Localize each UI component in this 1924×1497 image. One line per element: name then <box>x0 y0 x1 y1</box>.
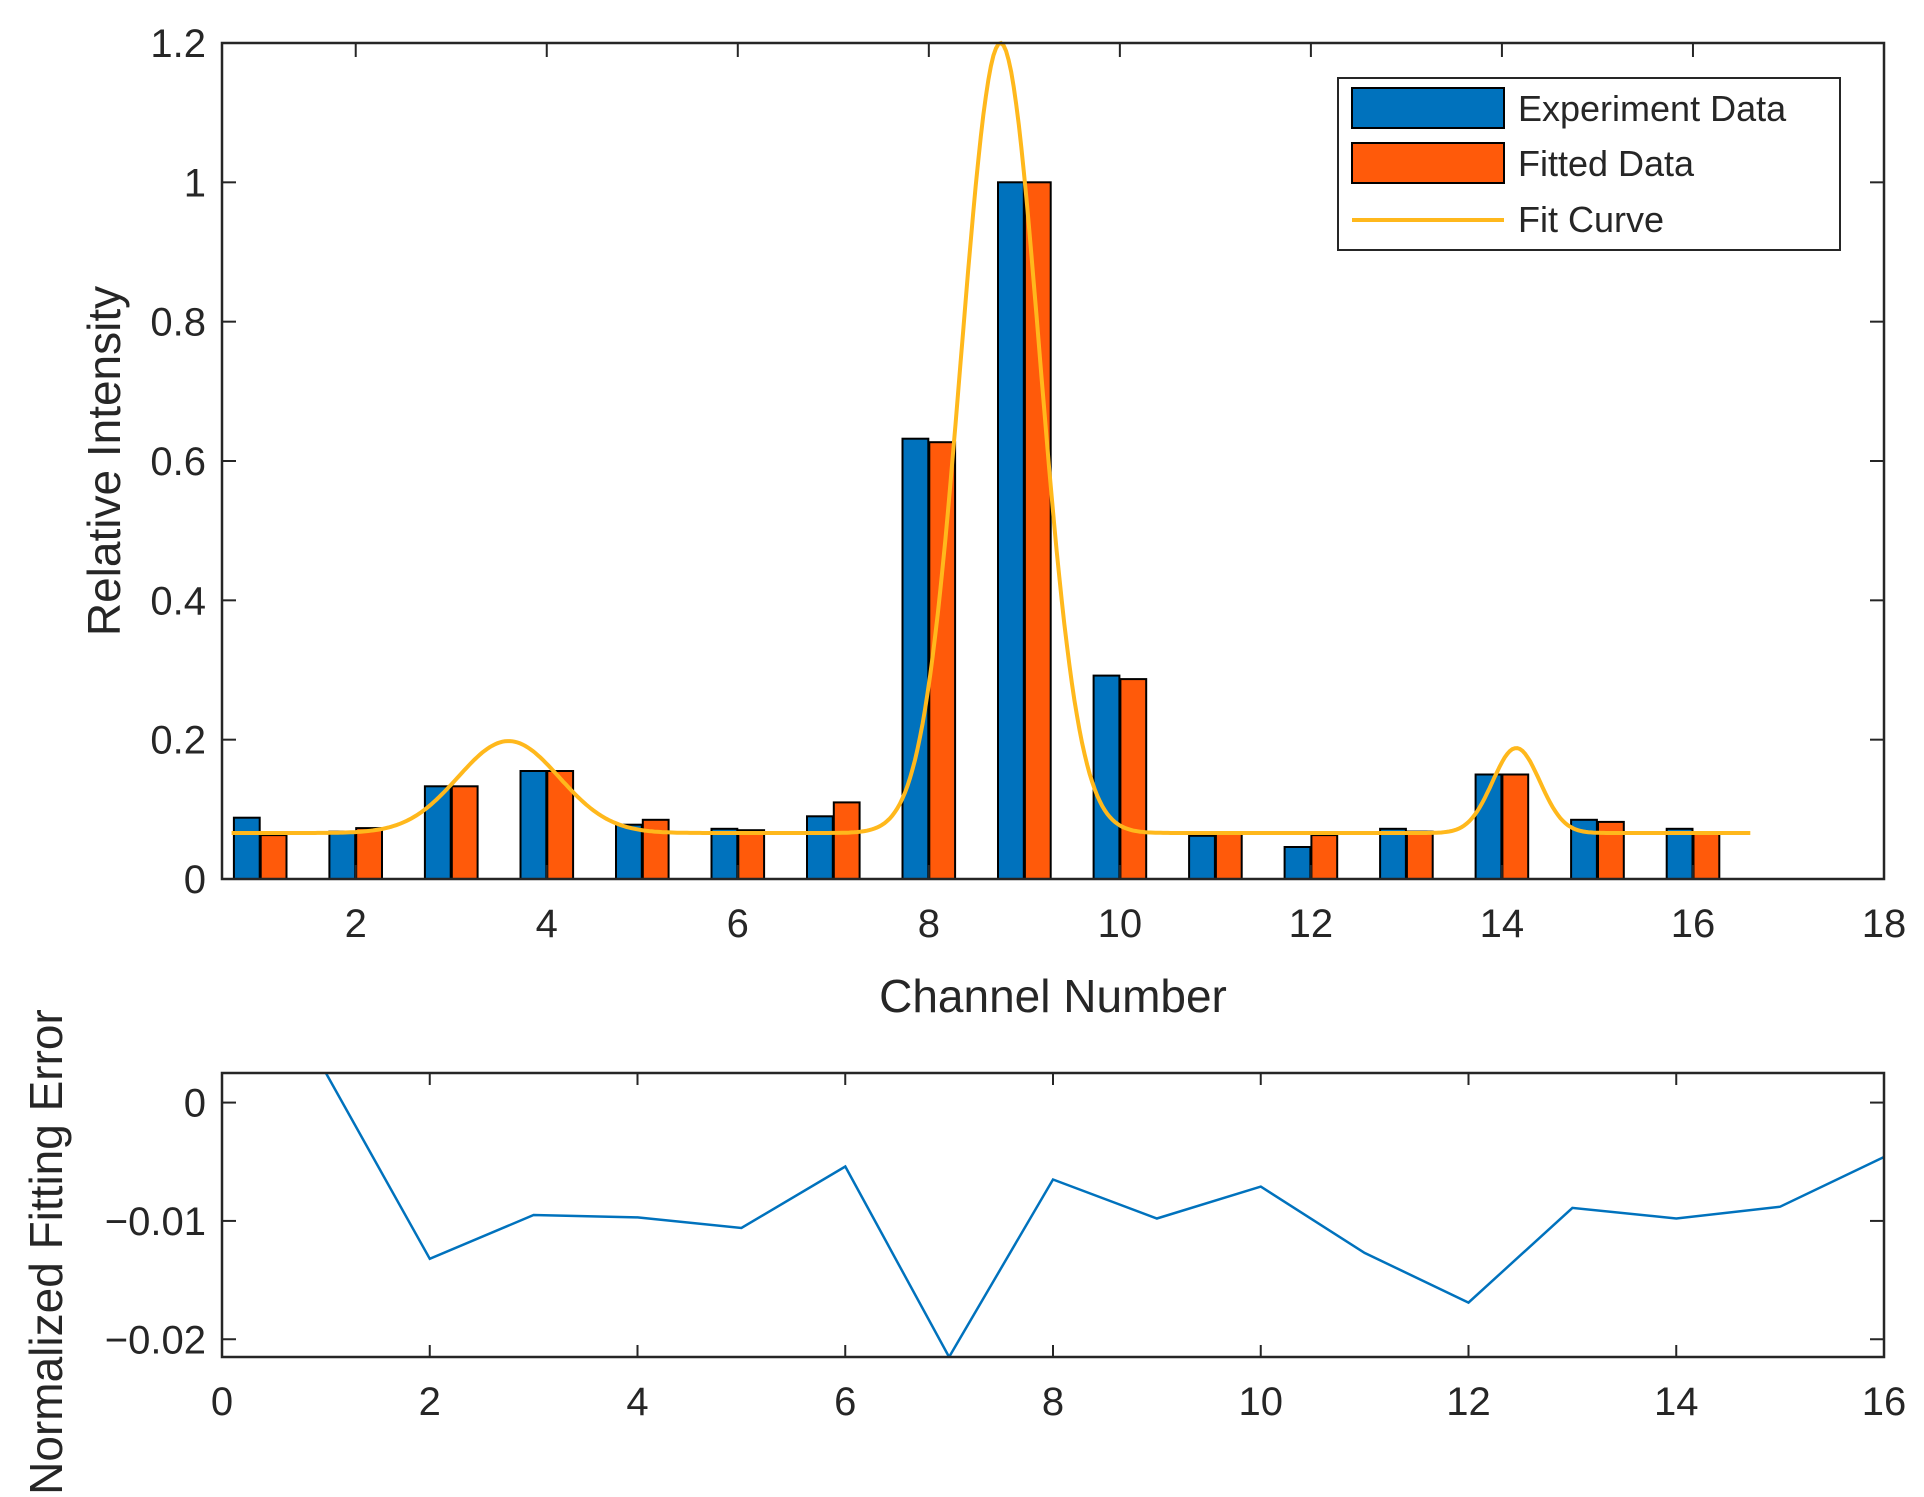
experiment-bar-1 <box>232 816 261 881</box>
intensity-x-axis-label: Channel Number <box>879 970 1227 1022</box>
error-plot-area <box>222 1073 1884 1357</box>
fitted-bar-15 <box>1597 820 1625 881</box>
experiment-bar-2 <box>328 830 357 880</box>
experiment-bar-12 <box>1283 846 1312 880</box>
experiment-bar-11 <box>1188 834 1216 880</box>
error-x-tick-label: 12 <box>1446 1380 1491 1424</box>
experiment-bar-9 <box>997 181 1025 881</box>
error-series-line <box>324 1073 1884 1357</box>
error-line-group <box>324 1073 1884 1357</box>
intensity-y-tick-label: 0.8 <box>150 301 206 345</box>
intensity-x-tick-label: 10 <box>1098 902 1143 946</box>
fitted-bar-11 <box>1214 832 1243 880</box>
error-chart: 0 2 4 6 8 10 12 14 16 0 −0.01 −0.02 Normalized Fit… <box>20 1009 1906 1495</box>
error-y-ticks: 0 −0.01 −0.02 <box>105 1082 1884 1362</box>
fitted-bar-3 <box>450 785 479 880</box>
fitted-bar-12 <box>1310 834 1339 880</box>
intensity-chart: 2 4 6 8 10 12 14 16 18 0 0.2 0.4 0.6 0.8 1 1.2 Channel… <box>78 22 1906 1022</box>
error-y-tick-label: 0 <box>184 1082 206 1126</box>
intensity-x-ticks: 2 4 6 8 10 12 14 16 18 <box>345 43 1907 946</box>
experiment-bar-6 <box>710 827 739 880</box>
legend-label-experiment: Experiment Data <box>1518 88 1787 129</box>
intensity-x-tick-label: 14 <box>1480 902 1525 946</box>
experiment-bar-8 <box>901 437 930 880</box>
experiment-bar-7 <box>806 815 834 880</box>
error-y-tick-label: −0.01 <box>105 1200 206 1244</box>
error-y-axis-label: Normalized Fitting Error <box>20 1009 72 1495</box>
legend-label-fitted: Fitted Data <box>1518 143 1695 184</box>
error-x-tick-label: 16 <box>1862 1380 1907 1424</box>
legend: Experiment Data Fitted Data Fit Curve <box>1337 77 1841 251</box>
fitted-bar-13 <box>1405 830 1434 880</box>
intensity-x-tick-label: 12 <box>1289 902 1334 946</box>
intensity-y-tick-label: 0 <box>184 858 206 902</box>
intensity-y-tick-label: 1.2 <box>150 22 206 66</box>
experiment-bar-4 <box>519 770 548 880</box>
fitted-bar-5 <box>641 818 670 880</box>
fitted-bar-1 <box>259 834 288 880</box>
intensity-x-tick-label: 18 <box>1862 902 1907 946</box>
experiment-bar-16 <box>1665 827 1694 880</box>
error-x-tick-label: 14 <box>1654 1380 1699 1424</box>
intensity-x-tick-label: 4 <box>536 902 558 946</box>
intensity-y-ticks: 0 0.2 0.4 0.6 0.8 1 1.2 <box>150 22 1884 902</box>
intensity-x-tick-label: 2 <box>345 902 367 946</box>
fitted-bar-16 <box>1692 832 1721 880</box>
intensity-y-tick-label: 1 <box>184 161 206 205</box>
error-y-tick-label: −0.02 <box>105 1318 206 1362</box>
error-x-tick-label: 6 <box>834 1380 856 1424</box>
error-x-tick-label: 0 <box>211 1380 233 1424</box>
experiment-bar-3 <box>423 785 452 880</box>
experiment-bar-13 <box>1379 827 1407 880</box>
intensity-y-tick-label: 0.6 <box>150 440 206 484</box>
intensity-x-tick-label: 8 <box>918 902 940 946</box>
error-x-ticks: 0 2 4 6 8 10 12 14 16 <box>211 1073 1906 1424</box>
legend-swatch-experiment <box>1351 87 1505 129</box>
error-x-tick-label: 4 <box>626 1380 648 1424</box>
error-x-tick-label: 2 <box>419 1380 441 1424</box>
error-x-tick-label: 10 <box>1239 1380 1284 1424</box>
experiment-bar-10 <box>1092 674 1121 880</box>
fitted-bar-9 <box>1023 181 1052 881</box>
fit-curve-line <box>231 40 1751 835</box>
fitted-bar-10 <box>1119 678 1148 880</box>
fitted-bar-7 <box>832 801 861 881</box>
intensity-x-tick-label: 16 <box>1671 902 1716 946</box>
intensity-y-axis-label: Relative Intensity <box>78 286 130 636</box>
intensity-x-tick-label: 6 <box>727 902 749 946</box>
intensity-bars <box>232 181 1721 881</box>
legend-swatch-fitted <box>1351 142 1505 184</box>
error-x-tick-label: 8 <box>1042 1380 1064 1424</box>
fitted-bar-2 <box>355 827 384 880</box>
legend-label-fit-curve: Fit Curve <box>1518 199 1664 240</box>
intensity-y-tick-label: 0.2 <box>150 719 206 763</box>
experiment-bar-5 <box>615 823 643 881</box>
fitted-bar-14 <box>1501 773 1530 880</box>
fitted-bar-6 <box>737 829 766 881</box>
intensity-y-tick-label: 0.4 <box>150 579 206 623</box>
